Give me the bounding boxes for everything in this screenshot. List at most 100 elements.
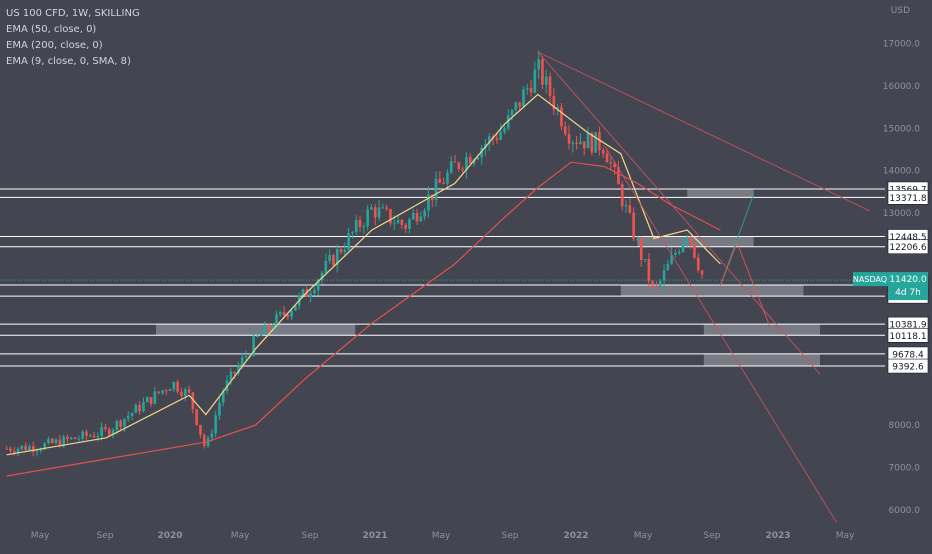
candle-body [670,254,673,264]
candle-body [677,251,681,254]
zone-3 [703,324,821,336]
candle-body [571,142,575,144]
candle-body [449,161,453,173]
candle-body [81,431,84,439]
candle-body [408,219,411,229]
zones-layer [156,188,821,367]
candle-body [172,381,176,390]
indicator-ema-9[interactable]: EMA (9, close, 0, SMA, 8) [6,56,131,67]
candle-body [62,436,65,447]
symbol-title[interactable]: US 100 CFD, 1W, SKILLING [6,8,140,19]
candle-body [700,270,704,275]
candle-body [195,409,198,426]
candle-body [525,87,529,90]
candle-body [624,205,628,207]
candle-body [499,132,502,140]
candle-body [138,404,141,412]
price-tick-label: 8000.0 [889,421,921,431]
candle-body [47,438,50,444]
candle-body [214,415,217,434]
candle-body [563,126,567,135]
candle-body [457,162,461,169]
candle-body [601,149,605,154]
candle-body [210,433,214,439]
candles-layer [5,50,704,457]
candle-body [88,435,92,437]
candle-body [145,397,149,403]
candle-body [85,431,88,436]
candle-body [31,446,35,452]
candle-body [100,427,103,436]
candle-body [126,415,130,419]
indicator-ema-50[interactable]: EMA (50, close, 0) [6,24,97,35]
candle-body [96,435,100,438]
candle-body [514,102,518,110]
trendline-steep[interactable] [603,144,838,523]
price-axis[interactable]: 17000.0 16000.0 15000.0 14000.0 13000.0 8000.… [853,40,929,516]
candle-body [487,136,491,144]
candle-body [639,238,643,260]
price-tick-label: 15000.0 [883,124,920,134]
candle-body [381,207,385,209]
candle-body [465,156,468,170]
candle-body [73,437,77,439]
candle-body [461,168,464,170]
time-tick-label: May [231,531,250,541]
price-tick-label: 7000.0 [889,464,921,474]
candle-body [282,312,286,316]
candle-body [324,260,328,273]
candle-body [20,445,24,449]
candle-body [119,420,122,427]
candle-body [320,272,324,280]
candle-body [662,270,666,281]
indicator-ema-200[interactable]: EMA (200, close, 0) [6,40,103,51]
candle-body [544,76,548,85]
projection-a[interactable] [719,242,738,286]
candle-body [655,285,658,287]
trendline-mid[interactable] [537,51,821,375]
candle-body [358,220,362,228]
candle-body [522,89,525,107]
candle-body [294,305,297,311]
candle-body [142,402,145,412]
candle-body [256,335,259,337]
candle-body [267,324,271,330]
projection-down[interactable] [736,242,771,328]
time-axis[interactable]: May Sep 2020 May Sep 2021 May Sep 2022 May Sep 2023… [31,531,855,541]
ema-layer [6,93,721,477]
candle-body [199,425,202,435]
time-tick-label: 2022 [563,531,588,541]
candle-body [58,439,62,447]
time-tick-label: May [836,531,855,541]
ema-50-line [6,93,721,456]
candle-body [252,336,255,356]
chart-legend: US 100 CFD, 1W, SKILLING EMA (50, close,… [6,6,140,70]
candle-body [244,355,248,358]
candle-body [180,391,183,396]
candle-body [636,238,639,240]
level-price-label: 10118.1 [889,332,926,342]
candle-body [309,293,312,297]
candle-body [510,109,514,116]
candle-body [453,161,457,163]
candle-body [286,315,290,317]
candle-body [427,194,430,211]
candle-body [586,133,590,149]
level-price-label: 10381.9 [889,321,926,331]
candle-body [191,392,195,410]
trendline-top[interactable] [537,51,871,212]
zone-0 [687,188,754,198]
candle-body [438,178,442,183]
candle-body [605,153,609,163]
countdown-label: 4d 7h [895,288,921,298]
level-price-label: 9392.6 [892,363,924,373]
zone-2 [620,284,804,297]
candle-body [313,290,316,294]
candle-body [609,162,613,164]
candle-body [130,412,134,416]
candle-body [392,223,396,225]
candle-body [613,163,616,168]
candle-body [396,220,400,224]
